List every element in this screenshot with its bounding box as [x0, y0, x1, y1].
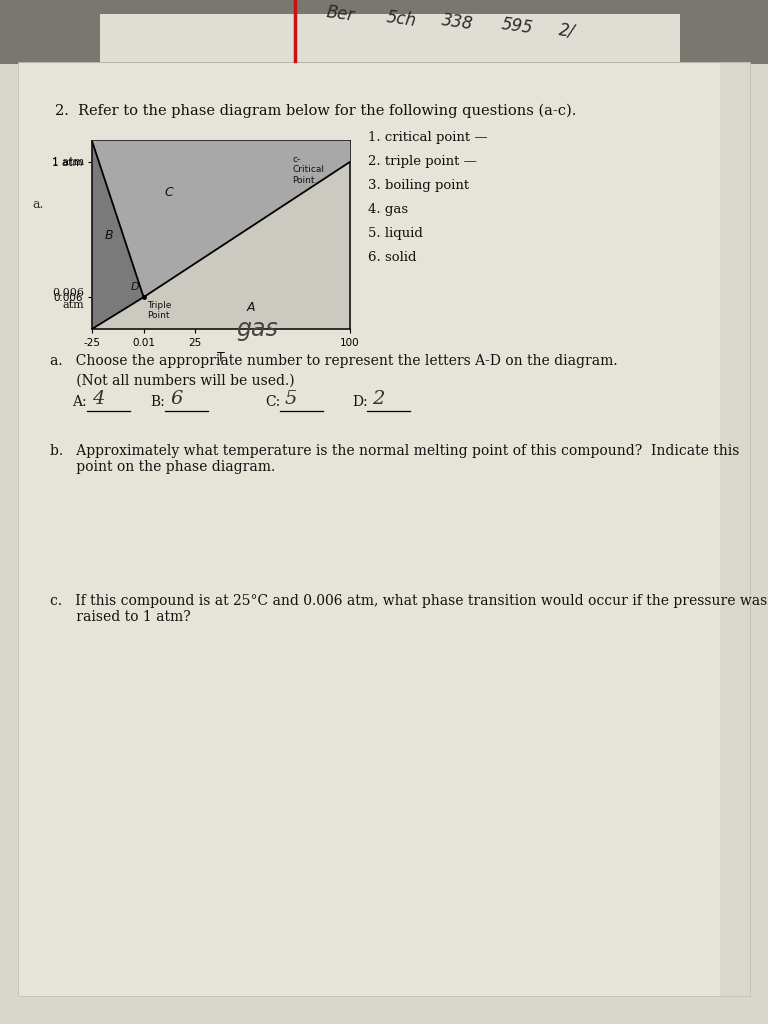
X-axis label: T: T [217, 351, 225, 364]
Text: Triple
Point: Triple Point [147, 301, 171, 321]
Text: 2. triple point —: 2. triple point — [368, 155, 477, 168]
Text: 1. critical point —: 1. critical point — [368, 131, 488, 144]
Text: b.   Approximately what temperature is the normal melting point of this compound: b. Approximately what temperature is the… [50, 444, 740, 474]
Text: 5. liquid: 5. liquid [368, 227, 423, 240]
Text: B:: B: [150, 395, 165, 409]
Text: 6. solid: 6. solid [368, 251, 416, 264]
Text: 6: 6 [170, 390, 182, 408]
Text: Ber: Ber [325, 3, 356, 25]
Text: C:: C: [265, 395, 280, 409]
Text: 2: 2 [372, 390, 384, 408]
Text: D: D [131, 283, 140, 292]
Text: a.: a. [32, 199, 43, 212]
Text: gas: gas [237, 317, 278, 341]
Text: A: A [247, 301, 255, 314]
Text: 5ch: 5ch [385, 8, 418, 30]
Text: C: C [164, 185, 173, 199]
Text: 4. gas: 4. gas [368, 203, 408, 216]
Text: 595: 595 [500, 14, 534, 37]
Text: c.   If this compound is at 25°C and 0.006 atm, what phase transition would occu: c. If this compound is at 25°C and 0.006… [50, 594, 767, 625]
Text: 0.006
atm: 0.006 atm [52, 288, 84, 310]
Text: 2/: 2/ [558, 20, 577, 41]
Text: D:: D: [352, 395, 368, 409]
Polygon shape [92, 141, 144, 329]
Text: 3. boiling point: 3. boiling point [368, 179, 469, 193]
Polygon shape [92, 141, 350, 297]
FancyBboxPatch shape [0, 0, 768, 63]
Text: 5: 5 [285, 390, 297, 408]
FancyBboxPatch shape [100, 14, 680, 62]
Text: A:: A: [72, 395, 87, 409]
Text: 338: 338 [440, 10, 474, 33]
Text: a.   Choose the appropriate number to represent the letters A-D on the diagram.: a. Choose the appropriate number to repr… [50, 354, 617, 368]
FancyBboxPatch shape [18, 62, 750, 996]
Text: 2.  Refer to the phase diagram below for the following questions (a-c).: 2. Refer to the phase diagram below for … [55, 104, 576, 119]
Text: B: B [104, 228, 113, 242]
Text: 4: 4 [92, 390, 104, 408]
Text: 1 atm: 1 atm [51, 157, 84, 167]
FancyBboxPatch shape [720, 62, 750, 996]
Text: (Not all numbers will be used.): (Not all numbers will be used.) [50, 374, 295, 388]
Text: c-
Critical
Point: c- Critical Point [292, 155, 324, 184]
